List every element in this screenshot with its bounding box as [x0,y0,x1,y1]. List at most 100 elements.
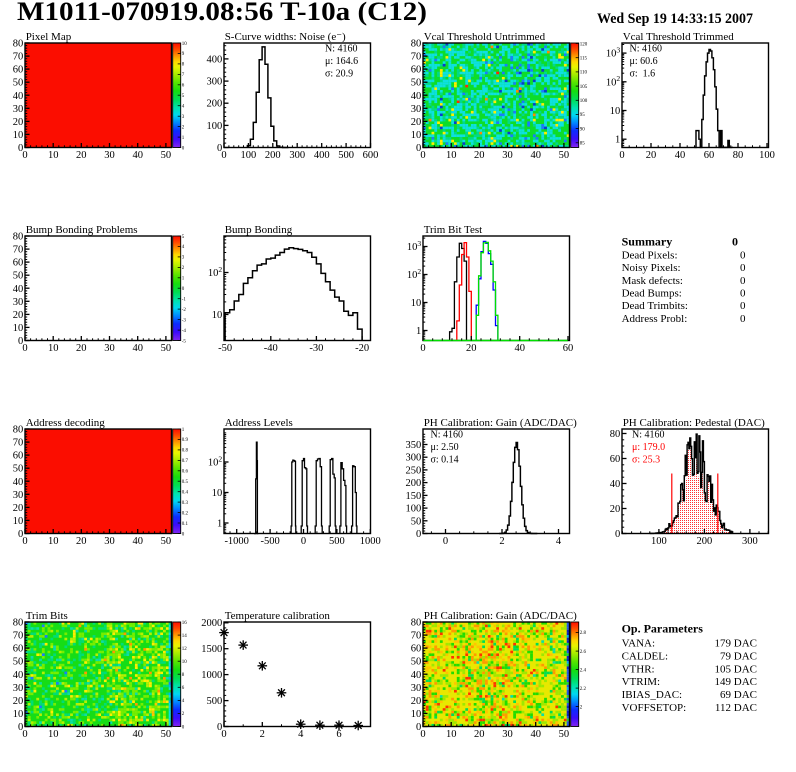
svg-text:20: 20 [610,504,621,515]
svg-text:20: 20 [474,150,485,161]
svg-text:0: 0 [217,143,222,154]
svg-text:80: 80 [13,232,24,243]
svg-text:0: 0 [18,529,23,540]
svg-text:0.8: 0.8 [182,449,189,454]
svg-text:10: 10 [13,516,24,527]
svg-text:400: 400 [314,150,330,161]
svg-text:500: 500 [206,696,222,707]
svg-text:20: 20 [13,117,24,128]
svg-text:10: 10 [411,709,422,720]
svg-text:500: 500 [329,536,345,547]
svg-text:50: 50 [13,464,24,475]
svg-text:60: 60 [411,644,422,655]
svg-text:12: 12 [182,647,188,652]
svg-text:40: 40 [132,729,143,740]
svg-text:70: 70 [411,631,422,642]
svg-text:40: 40 [411,91,422,102]
svg-text:Address decoding: Address decoding [26,417,106,429]
svg-text:40: 40 [132,343,143,354]
svg-text:30: 30 [104,536,115,547]
svg-text:350: 350 [405,440,421,451]
svg-text:30: 30 [104,729,115,740]
svg-text:40: 40 [13,91,24,102]
svg-text:CALDEL:: CALDEL: [622,650,668,662]
svg-text:1: 1 [416,326,421,337]
svg-text:PH Calibration: Pedestal (DAC): PH Calibration: Pedestal (DAC) [623,417,765,429]
svg-text:40: 40 [675,150,686,161]
svg-text:1: 1 [182,277,185,282]
svg-text:50: 50 [161,150,172,161]
svg-text:IBIAS_DAC:: IBIAS_DAC: [622,689,683,701]
svg-text:105 DAC: 105 DAC [715,663,757,675]
svg-text:0: 0 [740,313,746,325]
svg-text:70: 70 [13,438,24,449]
svg-text:0.9: 0.9 [182,438,189,443]
svg-text:0: 0 [18,336,23,347]
svg-text:8: 8 [182,673,185,678]
svg-text:300: 300 [289,150,305,161]
svg-text:40: 40 [514,343,525,354]
svg-text:1000: 1000 [201,670,222,681]
svg-text:100: 100 [651,536,667,547]
svg-text:2: 2 [182,266,185,271]
svg-text:0: 0 [182,287,185,292]
svg-text:10: 10 [182,42,188,47]
svg-text:Noisy Pixels:: Noisy Pixels: [622,262,681,274]
svg-text:-30: -30 [309,343,323,354]
svg-text:60: 60 [411,65,422,76]
svg-text:2.4: 2.4 [580,668,587,673]
svg-text:10: 10 [48,536,59,547]
svg-text:105: 105 [580,85,588,90]
svg-text:103: 103 [407,239,422,253]
svg-text:20: 20 [76,729,87,740]
svg-text:70: 70 [13,245,24,256]
svg-text:0: 0 [615,529,620,540]
svg-text:10: 10 [411,298,422,309]
svg-text:Vcal Threshold Untrimmed: Vcal Threshold Untrimmed [424,31,546,43]
svg-text:70: 70 [411,52,422,63]
svg-text:Op. Parameters: Op. Parameters [622,622,704,636]
svg-text:40: 40 [13,477,24,488]
svg-text:0.4: 0.4 [182,491,189,496]
svg-text:100: 100 [405,504,421,515]
svg-text:Dead Trimbits:: Dead Trimbits: [622,300,688,312]
svg-text:10: 10 [411,130,422,141]
svg-text:60: 60 [563,343,574,354]
svg-text:Dead Bumps:: Dead Bumps: [622,288,682,300]
svg-text:4: 4 [182,105,185,110]
svg-text:60: 60 [13,258,24,269]
svg-text:μ: 179.0: μ: 179.0 [632,442,665,453]
svg-text:1500: 1500 [201,644,222,655]
svg-text:30: 30 [104,150,115,161]
svg-text:30: 30 [104,343,115,354]
svg-text:Pixel Map: Pixel Map [26,31,72,43]
svg-text:S-Curve widths: Noise (e⁻): S-Curve widths: Noise (e⁻) [225,31,346,43]
svg-text:30: 30 [411,683,422,694]
svg-text:N: 4160: N: 4160 [630,43,663,54]
svg-text:95: 95 [580,113,586,118]
svg-text:80: 80 [13,425,24,436]
svg-text:200: 200 [405,478,421,489]
svg-text:2: 2 [580,705,583,710]
svg-text:Bump Bonding: Bump Bonding [225,224,293,236]
svg-text:VOFFSETOP:: VOFFSETOP: [622,702,687,714]
svg-text:10: 10 [446,729,457,740]
svg-text:4: 4 [556,536,562,547]
svg-text:10: 10 [212,310,223,321]
svg-text:1: 1 [182,428,185,433]
svg-text:80: 80 [13,618,24,629]
svg-text:80: 80 [411,618,422,629]
svg-text:0: 0 [740,275,746,287]
svg-text:6: 6 [182,686,185,691]
svg-text:VTHR:: VTHR: [622,663,655,675]
svg-text:10: 10 [610,106,621,117]
svg-text:40: 40 [13,284,24,295]
svg-text:M1011-070919.08:56 T-10a (C12): M1011-070919.08:56 T-10a (C12) [17,0,427,26]
svg-text:3: 3 [182,256,185,261]
svg-text:0: 0 [416,143,421,154]
svg-text:7: 7 [182,73,185,78]
svg-text:50: 50 [13,271,24,282]
svg-text:50: 50 [161,729,172,740]
svg-text:20: 20 [76,150,87,161]
svg-text:-1: -1 [182,298,187,303]
